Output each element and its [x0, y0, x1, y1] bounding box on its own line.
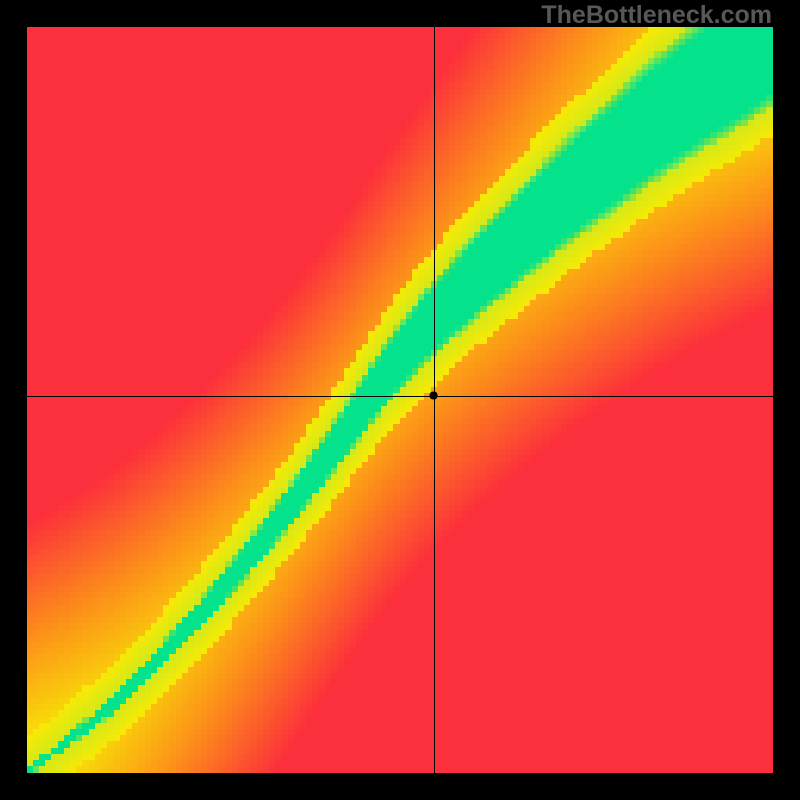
watermark-text: TheBottleneck.com — [541, 1, 772, 30]
chart-container: TheBottleneck.com — [0, 0, 800, 800]
bottleneck-heatmap — [27, 27, 773, 773]
